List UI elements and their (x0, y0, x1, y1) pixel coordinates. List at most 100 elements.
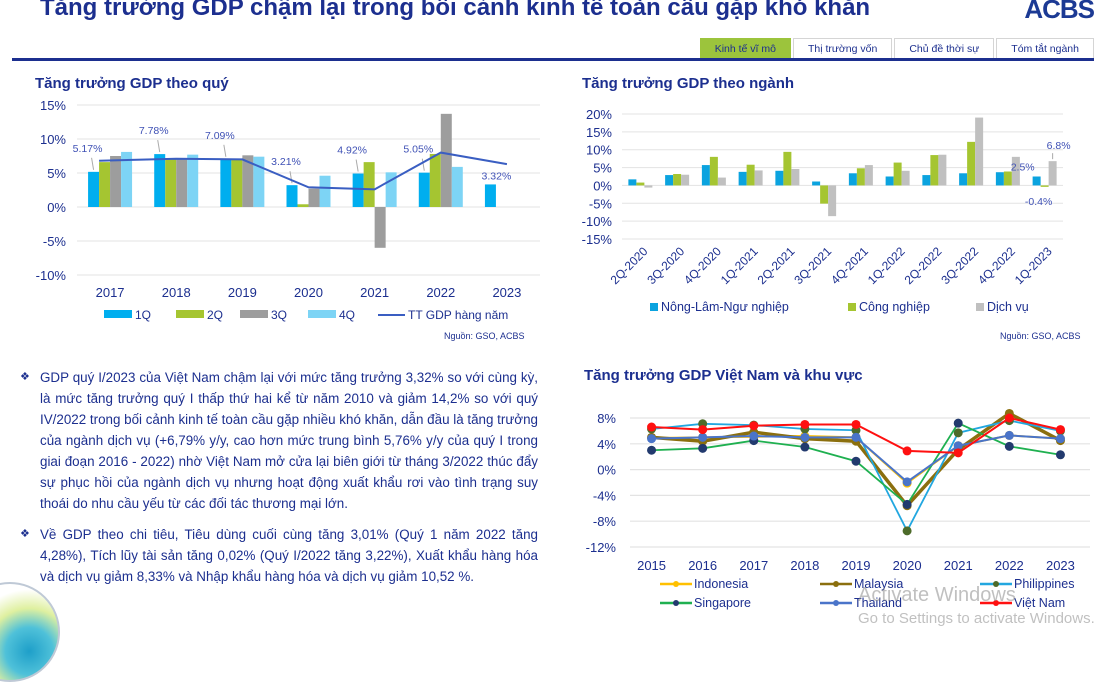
x-tick-label: 2019 (228, 285, 257, 300)
x-tick-label: 2020 (893, 558, 922, 573)
point-philippines (902, 526, 912, 536)
tab-tom-tat-nganh[interactable]: Tóm tắt ngành (996, 38, 1094, 58)
y-tick-label: 5% (47, 166, 66, 181)
bar-3q (110, 156, 122, 207)
bar-4q (451, 166, 463, 207)
x-tick-label: 2Q-2022 (902, 244, 945, 287)
point-việt-nam (902, 446, 912, 456)
point-việt-nam (953, 448, 963, 458)
point-thailand (800, 432, 810, 442)
point-việt-nam (749, 421, 759, 431)
bar-sector-0 (812, 181, 821, 186)
bar-sector-0 (701, 165, 710, 186)
paragraph-text: Về GDP theo chi tiêu, Tiêu dùng cuối cùn… (40, 527, 538, 584)
paragraph-text: GDP quý I/2023 của Việt Nam chậm lại với… (40, 370, 538, 511)
x-tick-label: 3Q-2022 (938, 244, 981, 287)
x-tick-label: 2017 (96, 285, 125, 300)
point-thailand (902, 477, 912, 487)
chart-quarterly-title: Tăng trưởng GDP theo quý (35, 75, 229, 92)
data-label-leader (355, 159, 359, 172)
bar-sector-2 (938, 154, 947, 186)
legend-swatch-sector-0 (650, 303, 658, 311)
bar-4q (121, 151, 133, 207)
bar-2q (231, 159, 243, 207)
x-tick-label: 1Q-2023 (1012, 244, 1055, 287)
x-tick-label: 2021 (944, 558, 973, 573)
legend-label-3: Singapore (694, 596, 751, 610)
y-tick-label: 15% (40, 98, 66, 113)
y-tick-label: 5% (593, 161, 612, 176)
tab-kinh-te-vi-mo[interactable]: Kinh tế vĩ mô (699, 38, 791, 58)
bar-sector-1 (893, 162, 902, 186)
bar-sector-2 (644, 185, 653, 188)
y-tick-label: -10% (36, 268, 67, 283)
x-tick-label: 4Q-2021 (828, 244, 871, 287)
bar-sector-2 (975, 117, 984, 186)
y-tick-label: 15% (586, 125, 612, 140)
point-singapore (953, 418, 963, 428)
bar-3q (308, 188, 320, 207)
bar-sector-0 (1032, 176, 1041, 186)
legend-label-1: Malaysia (854, 577, 903, 591)
x-tick-label: 2022 (426, 285, 455, 300)
point-singapore (1004, 441, 1014, 451)
legend-marker-0 (673, 581, 679, 587)
legend-label-sector-2: Dịch vụ (987, 300, 1029, 314)
x-tick-label: 3Q-2021 (791, 244, 834, 287)
bar-sector-1 (967, 141, 976, 186)
point-philippines (953, 428, 963, 438)
point-singapore (647, 445, 657, 455)
bar-sector-0 (995, 172, 1004, 186)
legend-swatch-1q (104, 310, 132, 318)
bar-4q (187, 154, 199, 207)
data-label: 3.32% (482, 170, 512, 182)
y-tick-label: -15% (582, 232, 613, 247)
bar-sector-0 (775, 170, 784, 186)
data-label: 3.21% (271, 156, 301, 168)
y-tick-label: 0% (597, 463, 616, 478)
bar-3q (176, 159, 188, 207)
chart-quarterly-gdp: 15% 10% 5% 0% -5% -10% 2017 5.17% 2018 7.78% 2019 7… (36, 98, 540, 322)
bar-1q (220, 158, 232, 207)
y-tick-label: 8% (597, 411, 616, 426)
legend-label-4q: 4Q (339, 308, 355, 322)
y-tick-label: -4% (593, 488, 617, 503)
point-singapore (1055, 450, 1065, 460)
legend-label-annual: TT GDP hàng năm (408, 308, 508, 322)
bar-3q (374, 207, 386, 248)
point-việt-nam (1004, 413, 1014, 423)
bar-1q (484, 184, 496, 207)
bar-2q (429, 153, 441, 207)
x-tick-label: 2023 (492, 285, 521, 300)
data-label: 7.78% (139, 125, 169, 137)
point-thailand (749, 431, 759, 441)
tab-thi-truong-von[interactable]: Thị trường vốn (792, 38, 893, 58)
commentary-paragraph: ❖ GDP quý I/2023 của Việt Nam chậm lại v… (20, 367, 538, 514)
y-tick-label: 20% (586, 107, 612, 122)
acbs-logo: ACBS (1024, 0, 1095, 24)
point-thailand (1055, 434, 1065, 444)
y-tick-label: -5% (43, 234, 67, 249)
tab-chu-de-thoi-su[interactable]: Chủ đề thời sự (894, 38, 995, 58)
point-việt-nam (800, 419, 810, 429)
point-singapore (800, 442, 810, 452)
data-label: -0.4% (1025, 196, 1052, 208)
bar-4q (385, 172, 397, 207)
bar-sector-1 (1040, 185, 1049, 187)
bar-sector-0 (628, 179, 637, 186)
bar-sector-2 (1011, 156, 1020, 186)
chart-sector-title: Tăng trưởng GDP theo ngành (582, 75, 795, 92)
bar-sector-1 (1003, 171, 1012, 186)
bar-sector-1 (709, 156, 718, 186)
x-tick-label: 2019 (842, 558, 871, 573)
bar-sector-2 (828, 185, 837, 217)
section-tabs: Kinh tế vĩ mô Thị trường vốn Chủ đề thời… (699, 38, 1094, 58)
bar-4q (319, 175, 331, 207)
data-label-leader (223, 144, 227, 157)
bar-sector-1 (746, 164, 755, 186)
legend-marker-3 (673, 600, 679, 606)
point-singapore (698, 443, 708, 453)
legend-swatch-4q (308, 310, 336, 318)
legend-marker-5 (993, 600, 999, 606)
legend-marker-1 (833, 581, 839, 587)
